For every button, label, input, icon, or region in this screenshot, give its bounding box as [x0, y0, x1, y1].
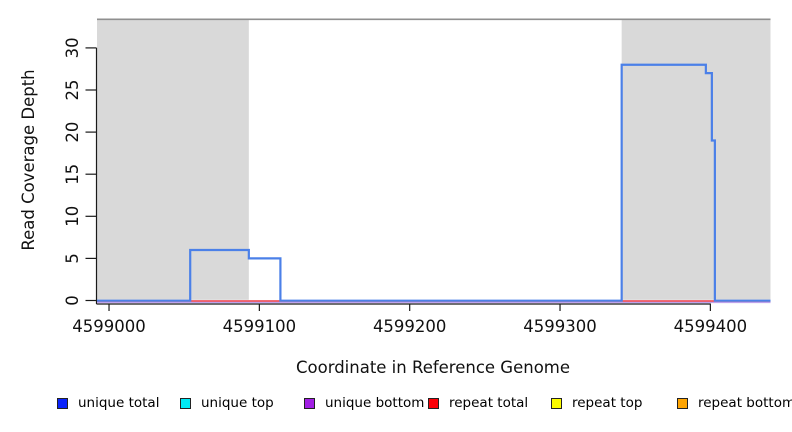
y-tick-label: 5	[63, 253, 82, 264]
shaded-repeat-region	[621, 19, 771, 300]
x-tick-label: 4599300	[523, 317, 597, 336]
x-tick-label: 4599100	[223, 317, 297, 336]
shaded-repeat-region	[97, 19, 249, 300]
y-axis-title: Read Coverage Depth	[18, 69, 38, 251]
y-tick-label: 30	[63, 37, 82, 58]
series-line-unique-total	[97, 63, 771, 302]
x-tick-label: 4599200	[373, 317, 447, 336]
x-tick-label: 4599000	[72, 317, 146, 336]
x-axis-title: Coordinate in Reference Genome	[295, 357, 571, 377]
y-tick-label: 15	[63, 164, 82, 185]
y-tick-label: 10	[63, 206, 82, 227]
y-tick-label: 0	[63, 295, 82, 306]
y-tick-label: 25	[63, 80, 82, 101]
x-tick-label: 4599400	[674, 317, 748, 336]
y-tick-label: 20	[63, 122, 82, 143]
